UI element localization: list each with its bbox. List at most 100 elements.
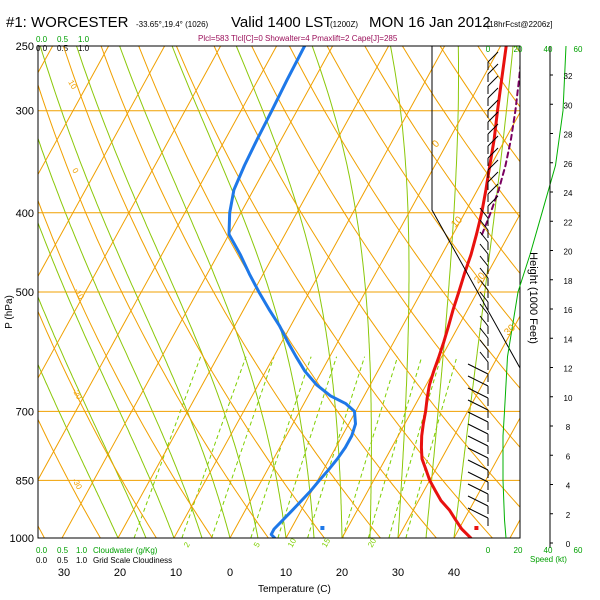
surface-temperature-marker — [474, 526, 479, 530]
height-tick-10: 10 — [564, 394, 573, 403]
temperature-tick-30: 30 — [392, 567, 404, 579]
cloud-scale-bottom-green-0: 0.0 — [36, 546, 48, 555]
title-station: #1: WORCESTER — [6, 14, 129, 31]
speed-tick-top-20: 20 — [514, 45, 523, 54]
wind-barb — [467, 375, 489, 387]
mixing-ratio-line — [307, 356, 366, 538]
dry-adiabat — [251, 46, 520, 448]
dry-adiabats — [38, 46, 520, 538]
pressure-tick-300: 300 — [16, 106, 34, 118]
wind-barb — [467, 507, 489, 519]
cloud-scale-top-0: 0.0 — [36, 44, 48, 53]
wind-barb — [467, 411, 489, 423]
cloud-scale-top-green-2: 1.0 — [78, 35, 90, 44]
pressure-tick-400: 400 — [16, 208, 34, 220]
height-tick-0: 0 — [566, 540, 571, 549]
height-tick-24: 24 — [564, 189, 573, 198]
cloud-scale-bottom-green-1: 0.5 — [57, 546, 69, 555]
wind-barb — [479, 303, 489, 315]
wind-barb — [487, 87, 499, 99]
wind-barb — [467, 387, 489, 399]
wind-barb — [467, 495, 489, 507]
wind-barb — [479, 291, 489, 303]
wind-barb — [467, 363, 489, 375]
speed-axis-title: Speed (kt) — [530, 555, 567, 564]
height-tick-2: 2 — [566, 511, 571, 520]
wind-barb — [487, 51, 499, 63]
cloud-scale-bottom-1: 0.5 — [57, 556, 69, 565]
wind-barb — [467, 471, 489, 483]
temperature-line — [419, 46, 508, 538]
moist-adiabat — [38, 136, 203, 538]
height-tick-32: 32 — [564, 72, 573, 81]
isobars — [38, 46, 520, 538]
speed-tick-top-0: 0 — [486, 45, 491, 54]
wind-barb — [487, 99, 499, 111]
wind-panel-boundary — [431, 46, 521, 538]
dry-adiabat — [62, 46, 325, 538]
title-valid: Valid 1400 LST — [231, 14, 332, 31]
sounding-series — [227, 46, 520, 538]
cloud-scale-bottom-2: 1.0 — [76, 556, 88, 565]
pressure-tick-1000: 1000 — [10, 533, 34, 545]
isotherm — [397, 315, 520, 538]
wind-barb — [467, 459, 489, 471]
height-tick-28: 28 — [564, 131, 573, 140]
wind-barb — [487, 135, 499, 147]
title-forecast: [18hrFcst@2206z] — [487, 20, 552, 29]
wind-barb — [467, 423, 489, 435]
pressure-axis: 250 300 400 500 700 850 1000 — [10, 41, 34, 545]
isotherm-label: 0 — [70, 167, 80, 176]
cloud-scale-top-green-1: 0.5 — [57, 35, 69, 44]
y-axis-title: P (hPa) — [4, 295, 15, 329]
height-tick-20: 20 — [564, 248, 573, 257]
pressure-tick-850: 850 — [16, 475, 34, 487]
cloud-scale-bottom-green-2: 1.0 — [76, 546, 88, 555]
height-tick-8: 8 — [566, 423, 571, 432]
wind-barb — [467, 399, 489, 411]
pressure-tick-700: 700 — [16, 406, 34, 418]
wind-barb — [479, 339, 489, 351]
moist-adiabat — [389, 46, 410, 538]
dry-adiabat — [326, 46, 520, 332]
wind-barb — [487, 63, 499, 75]
chart-subtitle: Plcl=583 Tlcl[C]=0 Showalter=4 Pmaxlift=… — [198, 34, 398, 43]
height-tick-22: 22 — [564, 218, 573, 227]
cloud-scale-bottom: 0.0 0.5 1.0 Cloudwater (g/Kg) 0.0 0.5 1.… — [36, 546, 172, 565]
dry-adiabat — [38, 310, 157, 538]
cloudiness-tick-10: 10 — [170, 567, 182, 579]
moist-adiabat — [39, 46, 231, 538]
height-tick-30: 30 — [564, 101, 573, 110]
pressure-tick-500: 500 — [16, 287, 34, 299]
mixing-ratio-label: 2 — [182, 540, 192, 549]
wind-barb — [487, 159, 499, 171]
isotherm — [453, 416, 520, 538]
moist-adiabat — [38, 363, 119, 538]
temperature-tick-0: 0 — [227, 567, 233, 579]
height-tick-26: 26 — [564, 160, 573, 169]
speed-tick-top-60: 60 — [574, 45, 583, 54]
temperature-tick-10: 10 — [280, 567, 292, 579]
height-tick-16: 16 — [564, 306, 573, 315]
dry-adiabat — [364, 46, 520, 275]
wind-barb — [479, 279, 489, 291]
wind-barb — [487, 123, 499, 135]
moist-adiabat — [235, 46, 343, 538]
isotherm — [38, 46, 166, 278]
cloud-scale-bottom-0: 0.0 — [36, 556, 48, 565]
wind-barb — [479, 231, 489, 243]
speed-tick-bottom-0: 0 — [486, 546, 491, 555]
temperature-tick-40: 40 — [448, 567, 460, 579]
height-tick-4: 4 — [566, 482, 571, 491]
cloudiness-tick-30: 30 — [58, 567, 70, 579]
speed-tick-top-40: 40 — [544, 45, 553, 54]
isotherm — [38, 46, 110, 176]
cloudiness-tick-20: 20 — [114, 567, 126, 579]
wind-barb — [467, 447, 489, 459]
parcel-line — [481, 59, 520, 236]
wind-barb — [479, 327, 489, 339]
wind-panel — [431, 45, 567, 539]
title-utc: (1200Z) — [330, 20, 358, 29]
moist-adiabat — [75, 46, 259, 538]
